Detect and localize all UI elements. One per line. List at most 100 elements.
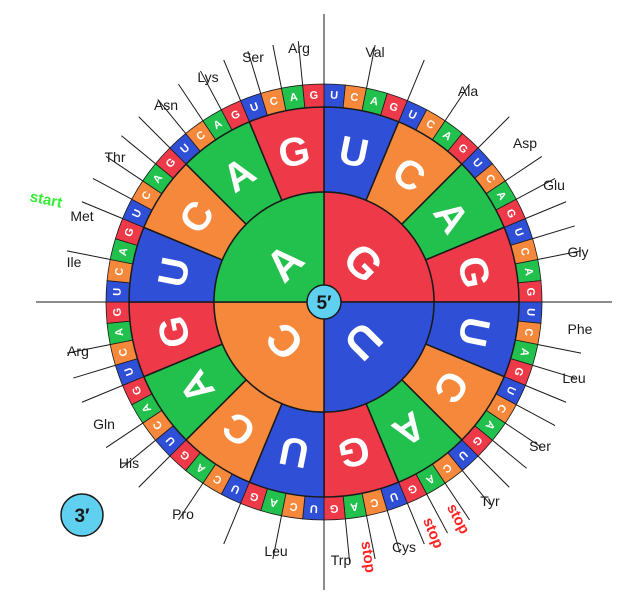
- divider-line: [529, 342, 582, 354]
- divider-line: [364, 507, 376, 560]
- amino-acid-label: Trp: [331, 552, 352, 568]
- amino-acid-label: Ser: [242, 49, 264, 65]
- divider-line: [498, 156, 543, 186]
- divider-line: [66, 342, 119, 354]
- outer-ring-letter: A: [117, 246, 131, 257]
- outer-ring-letter: U: [123, 366, 137, 378]
- outer-ring-letter: U: [249, 101, 261, 115]
- outer-ring-letter: C: [369, 496, 380, 510]
- divider-line: [472, 116, 510, 154]
- inner-ring-segment: [213, 191, 325, 303]
- divider-line: [508, 178, 556, 204]
- outer-ring-letter: A: [268, 496, 279, 510]
- amino-acid-label: Gln: [93, 416, 115, 432]
- divider-line: [121, 135, 162, 170]
- divider-line: [524, 225, 575, 242]
- three-prime-label: 3′: [74, 506, 90, 527]
- outer-ring-letter: C: [117, 347, 131, 358]
- divider-line: [157, 99, 192, 140]
- outer-ring-letter: U: [112, 288, 124, 297]
- divider-line: [66, 250, 119, 262]
- divider-line: [272, 507, 284, 560]
- divider-line: [440, 83, 470, 128]
- divider-line: [486, 434, 527, 469]
- divider-line: [121, 434, 162, 469]
- outer-ring-letter: A: [289, 91, 299, 104]
- amino-acid-label: Glu: [543, 177, 565, 193]
- outer-ring-letter: G: [524, 287, 536, 296]
- divider-line: [344, 510, 351, 563]
- amino-acid-label: Arg: [67, 343, 89, 359]
- divider-line: [92, 178, 140, 204]
- amino-acid-label: Met: [70, 208, 93, 224]
- outer-ring-letter: G: [309, 90, 318, 102]
- outer-ring-letter: G: [112, 308, 124, 317]
- amino-acid-label: Phe: [568, 321, 593, 337]
- divider-line: [524, 362, 575, 379]
- divider-line: [517, 201, 567, 223]
- amino-acid-label: Thr: [105, 149, 126, 165]
- amino-acid-label: Gly: [568, 244, 589, 260]
- divider-line: [73, 362, 124, 379]
- divider-line: [498, 418, 543, 448]
- outer-ring-letter: C: [289, 500, 299, 513]
- divider-line: [81, 381, 131, 403]
- amino-acid-label: Lys: [197, 69, 218, 85]
- divider-line: [364, 44, 376, 97]
- inner-ring-segment: [323, 191, 435, 303]
- stop-label: stop: [419, 515, 447, 551]
- divider-line: [403, 59, 425, 109]
- divider-line: [472, 450, 510, 488]
- amino-acid-label: Tyr: [480, 493, 500, 509]
- divider-line: [178, 83, 208, 128]
- divider-line: [384, 502, 401, 553]
- divider-line: [200, 70, 226, 118]
- divider-line: [529, 250, 582, 262]
- amino-acid-label: Cys: [392, 539, 416, 555]
- outer-ring-letter: U: [524, 308, 536, 317]
- five-prime-label: 5′: [316, 293, 332, 314]
- outer-ring-letter: C: [113, 267, 126, 277]
- outer-ring-letter: G: [511, 366, 525, 378]
- amino-acid-labels: Val Ala Asp Glu Gly Phe Leu Ser Tyr Cys Trp Leu Pro H…: [67, 40, 593, 568]
- divider-line: [223, 59, 245, 109]
- center-circle: [306, 284, 342, 320]
- outer-ring-letter: U: [330, 90, 339, 102]
- start-label: start: [28, 188, 63, 211]
- amino-acid-label: Asn: [154, 97, 178, 113]
- outer-ring-letter: G: [122, 226, 136, 238]
- divider-line: [297, 41, 304, 94]
- stop-label: stop: [357, 540, 378, 574]
- divider-line: [517, 381, 567, 403]
- divider-line: [178, 476, 208, 521]
- center-badge: 5′: [306, 284, 342, 320]
- outer-ring-letter: A: [369, 95, 380, 109]
- divider-line: [138, 450, 176, 488]
- outer-ring-letter: G: [388, 100, 400, 114]
- end-badge: 3′: [60, 493, 104, 537]
- divider-line: [456, 464, 491, 505]
- outer-ring-letter: U: [511, 227, 525, 239]
- divider-line: [422, 486, 448, 534]
- outer-ring-letter: U: [388, 489, 400, 503]
- amino-acid-label: His: [119, 455, 139, 471]
- outer-ring-letter: G: [330, 502, 339, 514]
- divider-line: [138, 116, 176, 154]
- outer-ring-letter: A: [522, 267, 535, 277]
- outer-ring-letter: C: [518, 247, 532, 258]
- divider-line: [81, 201, 131, 223]
- divider-line: [105, 156, 150, 186]
- amino-acid-label: Ser: [529, 438, 551, 454]
- divider-line: [247, 51, 264, 102]
- outer-ring-letter: C: [349, 91, 359, 104]
- stop-label: stop: [443, 501, 473, 537]
- divider-line: [508, 400, 556, 426]
- divider-line: [440, 476, 470, 521]
- outer-ring-letter: C: [522, 327, 535, 337]
- amino-acid-label: Val: [365, 44, 384, 60]
- amino-acid-label: Leu: [264, 543, 287, 559]
- outer-ring-letter: A: [113, 327, 126, 337]
- divider-lines: [36, 14, 612, 590]
